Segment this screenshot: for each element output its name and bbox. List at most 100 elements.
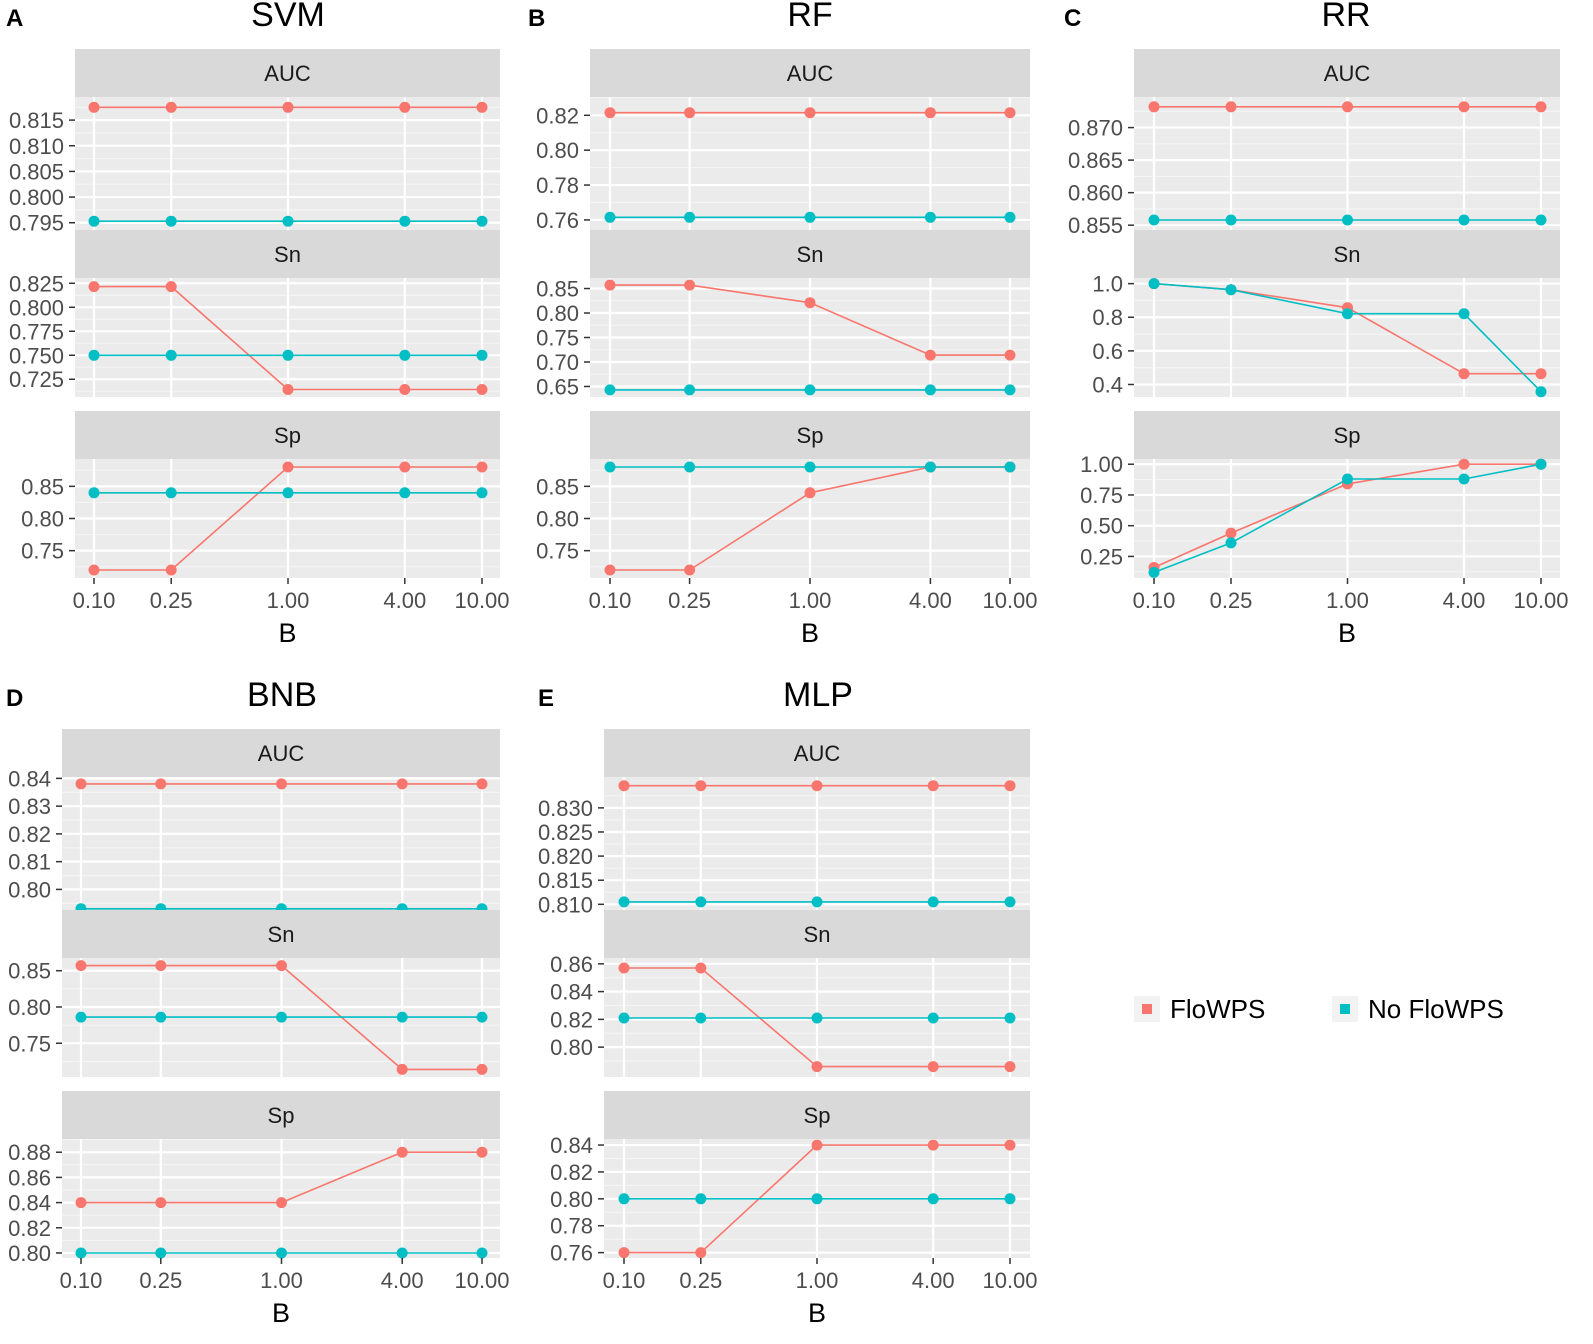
facet-strip-label: Sn xyxy=(268,922,295,947)
data-point xyxy=(396,1011,408,1023)
facet-strip xyxy=(75,49,500,97)
data-point xyxy=(88,215,100,227)
facet-strip-label: AUC xyxy=(258,741,305,766)
data-point xyxy=(1458,214,1470,226)
data-point xyxy=(1004,780,1016,792)
panel-tag: C xyxy=(1064,5,1081,32)
y-tick-label: 0.860 xyxy=(1068,181,1123,206)
facet-strip-label: Sp xyxy=(268,1103,295,1128)
x-tick-label: 0.10 xyxy=(73,588,116,613)
data-point xyxy=(282,349,294,361)
x-tick-label: 10.00 xyxy=(982,588,1037,613)
data-point xyxy=(811,1061,823,1073)
x-tick-label: 10.00 xyxy=(454,588,509,613)
data-point xyxy=(1148,278,1160,290)
data-point xyxy=(276,1197,287,1209)
data-point xyxy=(1004,1139,1016,1151)
data-point xyxy=(924,107,936,119)
data-point xyxy=(924,461,936,473)
data-point xyxy=(1004,107,1016,119)
data-point xyxy=(924,384,936,396)
facet-strip-label: AUC xyxy=(1324,61,1371,86)
data-point xyxy=(684,279,696,291)
x-tick-label: 10.00 xyxy=(454,1268,509,1293)
data-point xyxy=(155,1011,167,1023)
data-point xyxy=(1458,473,1470,485)
data-point xyxy=(811,1139,823,1151)
data-point xyxy=(684,211,696,223)
x-axis-title: B xyxy=(272,1298,290,1328)
facet-sn: Sn 0.75 0.80 0.85 xyxy=(8,910,500,1077)
data-point xyxy=(75,778,87,790)
data-point xyxy=(1148,214,1160,226)
data-point xyxy=(476,349,488,361)
y-tick-label: 0.750 xyxy=(9,343,64,368)
data-point xyxy=(1535,214,1547,226)
y-tick-label: 0.6 xyxy=(1092,339,1123,364)
y-tick-label: 0.85 xyxy=(8,959,51,984)
data-point xyxy=(282,384,294,395)
y-tick-label: 0.80 xyxy=(536,507,579,532)
y-tick-label: 0.85 xyxy=(536,474,579,499)
panel-tag: E xyxy=(538,685,554,712)
data-point xyxy=(282,487,294,499)
data-point xyxy=(618,1012,630,1024)
y-tick-label: 0.815 xyxy=(538,868,593,893)
chart-title: BNB xyxy=(247,676,317,714)
x-tick-label: 0.25 xyxy=(1210,588,1253,613)
y-tick-label: 0.86 xyxy=(550,952,593,977)
y-tick-label: 0.85 xyxy=(536,277,579,302)
facet-sn: Sn 0.80 0.820.84 0.86 xyxy=(550,910,1030,1077)
data-point xyxy=(88,564,100,576)
x-tick-label: 0.25 xyxy=(139,1268,182,1293)
facet-strip xyxy=(75,411,500,459)
y-tick-label: 0.81 xyxy=(8,850,51,875)
y-tick-label: 0.82 xyxy=(536,103,579,128)
data-point xyxy=(88,349,100,361)
data-point xyxy=(927,1193,939,1205)
chart-title: SVM xyxy=(251,0,325,34)
x-axis-title: B xyxy=(1338,618,1356,648)
data-point xyxy=(811,780,823,792)
data-point xyxy=(695,896,707,908)
facet-sn: Sn 0.4 0.6 0.8 1.0 xyxy=(1092,230,1560,397)
data-point xyxy=(1004,384,1016,396)
facet-strip-label: Sp xyxy=(804,1103,831,1128)
data-point xyxy=(165,564,177,576)
x-axis-title: B xyxy=(801,618,819,648)
y-tick-label: 0.75 xyxy=(8,1031,51,1056)
y-tick-label: 0.82 xyxy=(550,1160,593,1185)
data-point xyxy=(1004,211,1016,223)
data-point xyxy=(1342,214,1353,226)
data-point xyxy=(399,461,411,473)
data-point xyxy=(155,1197,167,1209)
panel-tag: D xyxy=(6,685,23,712)
facet-strip xyxy=(590,411,1030,459)
y-tick-label: 0.78 xyxy=(536,173,579,198)
chart-rf: B RFAUC0.760.780.800.82Sn0.650.700.750.80… xyxy=(528,0,1038,648)
data-point xyxy=(1004,896,1016,908)
data-point xyxy=(399,101,411,113)
data-point xyxy=(396,1247,408,1259)
data-point xyxy=(618,780,630,792)
facet-sn: Sn 0.650.700.750.800.85 xyxy=(536,230,1030,399)
x-tick-label: 1.00 xyxy=(267,588,310,613)
x-tick-label: 4.00 xyxy=(381,1268,424,1293)
data-point xyxy=(88,487,100,499)
data-point xyxy=(476,778,488,790)
data-point xyxy=(811,896,823,908)
x-tick-label: 0.10 xyxy=(60,1268,103,1293)
x-tick-label: 0.10 xyxy=(603,1268,646,1293)
data-point xyxy=(804,297,816,309)
facet-strip-label: Sn xyxy=(797,242,824,267)
y-tick-label: 0.805 xyxy=(9,159,64,184)
y-tick-label: 0.80 xyxy=(8,1241,51,1266)
y-tick-label: 0.800 xyxy=(9,185,64,210)
data-point xyxy=(618,896,630,908)
x-axis-title: B xyxy=(808,1298,826,1328)
y-tick-label: 0.76 xyxy=(550,1241,593,1266)
y-tick-label: 0.25 xyxy=(1080,544,1123,569)
y-tick-label: 0.75 xyxy=(1080,483,1123,508)
data-point xyxy=(1342,101,1353,113)
